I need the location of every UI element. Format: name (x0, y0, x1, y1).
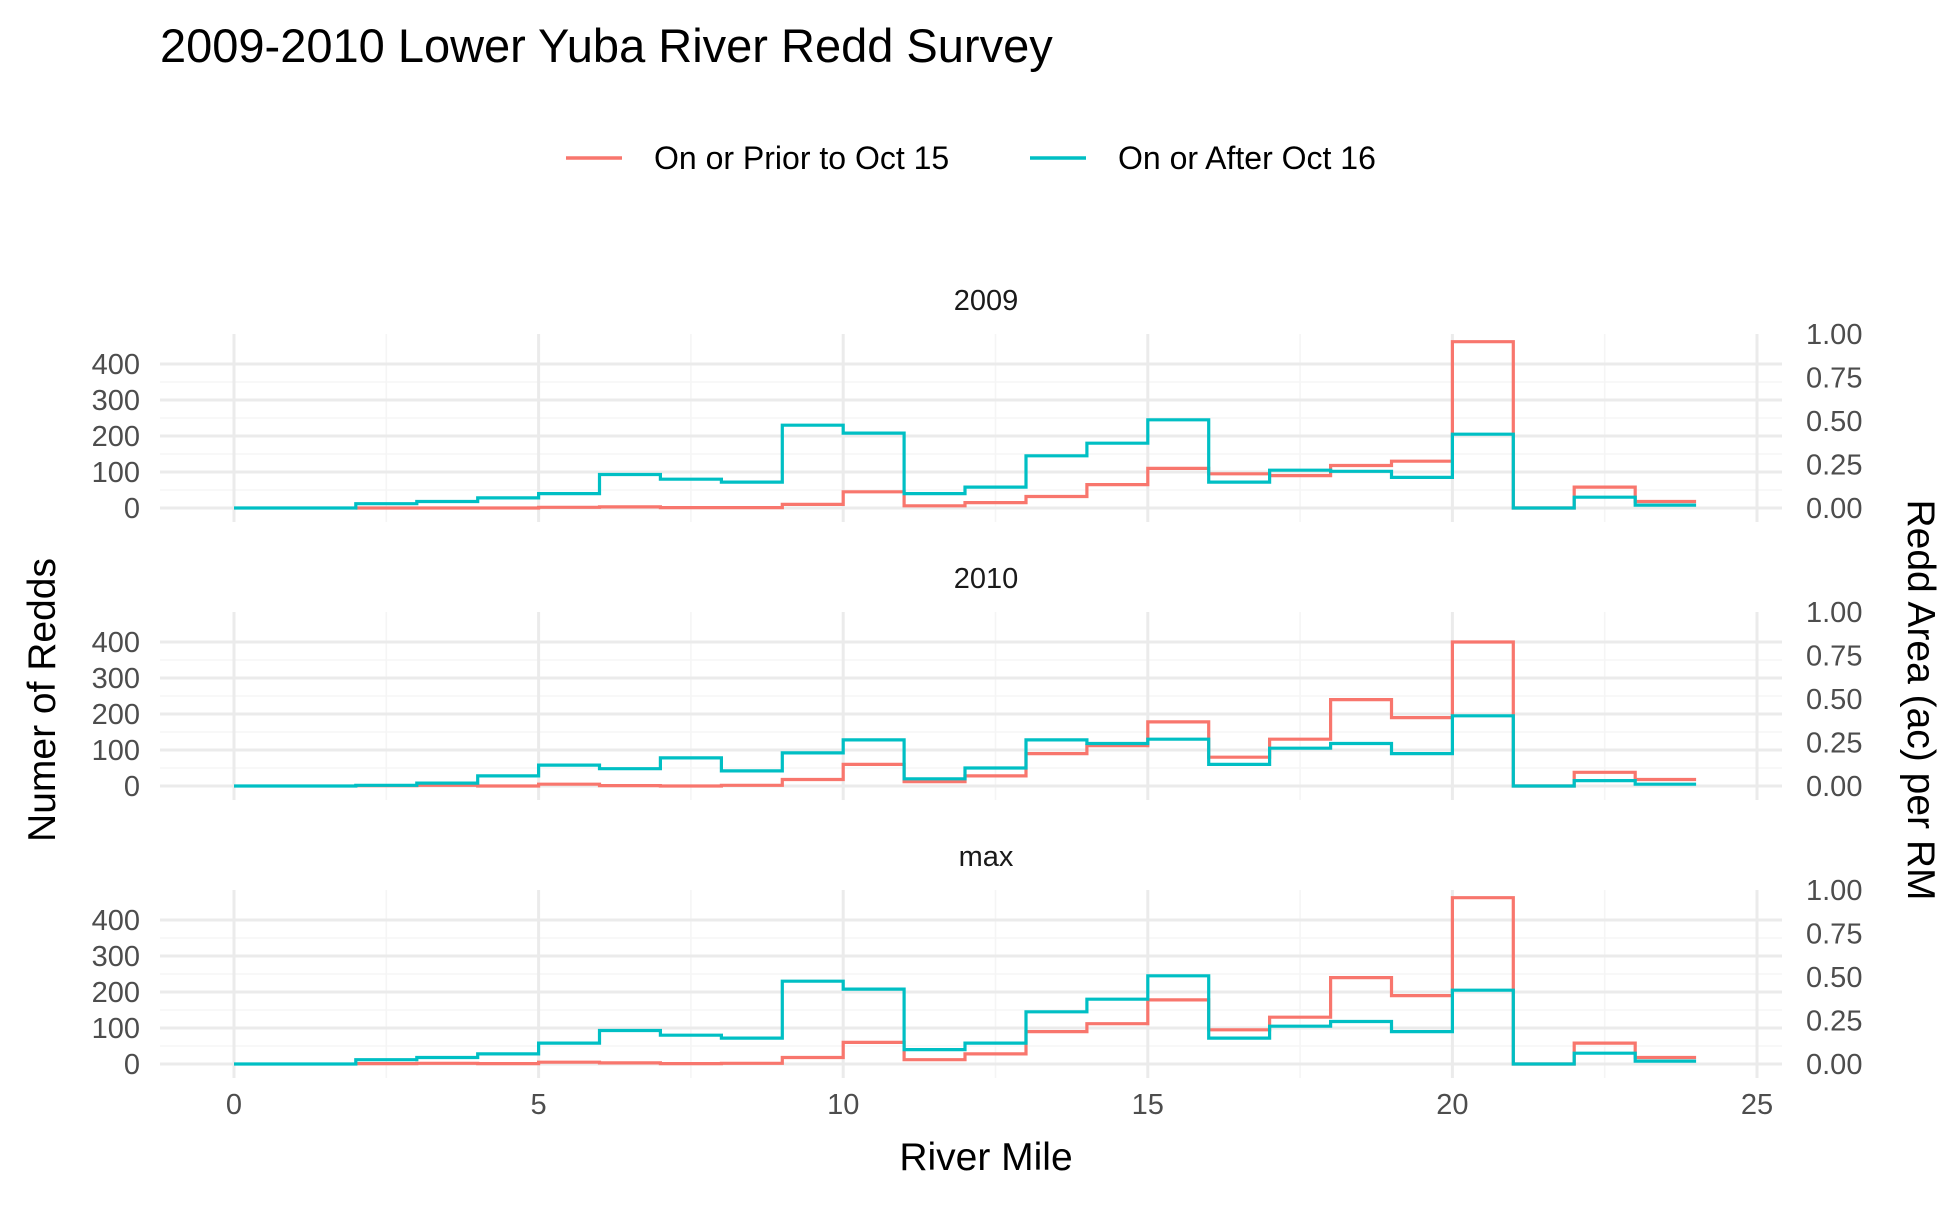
x-tick-label: 25 (1741, 1089, 1773, 1121)
y-tick-label: 100 (92, 457, 140, 489)
x-tick-label: 5 (531, 1089, 547, 1121)
y2-tick-label: 0.75 (1806, 363, 1862, 395)
y2-tick-label: 0.50 (1806, 684, 1862, 716)
x-tick-label: 10 (827, 1089, 859, 1121)
x-axis: 0 5 10 15 20 25 (226, 1089, 1773, 1121)
panels: 200901002003004000.000.250.500.751.00201… (92, 285, 1863, 1121)
y-tick-label: 200 (92, 977, 140, 1009)
y-tick-label: 300 (92, 663, 140, 695)
panel: 2010 0 100 200 300 400 0.00 0.25 0.50 0.75 1.00 (92, 563, 1863, 803)
y-tick-label: 100 (92, 1013, 140, 1045)
x-tick-label: 0 (226, 1089, 242, 1121)
x-axis-title: River Mile (899, 1136, 1072, 1179)
x-tick-label: 15 (1132, 1089, 1164, 1121)
y2-axis-title: Redd Area (ac) per RM (1899, 500, 1942, 901)
y2-tick-label: 0.00 (1806, 771, 1862, 803)
panel: 2009 0 100 200 300 400 0.00 0.25 0.50 0.75 1.00 (92, 285, 1863, 525)
y2-tick-label: 0.75 (1806, 641, 1862, 673)
y-tick-label: 400 (92, 905, 140, 937)
series-line (234, 714, 1697, 788)
legend: On or Prior to Oct 15 On or After Oct 16 (566, 140, 1376, 176)
y2-tick-label: 1.00 (1806, 597, 1862, 629)
x-tick-label: 20 (1436, 1089, 1468, 1121)
y2-tick-label: 0.25 (1806, 1006, 1862, 1038)
y-tick-label: 100 (92, 735, 140, 767)
series-line (234, 418, 1697, 510)
y2-tick-label: 0.00 (1806, 493, 1862, 525)
legend-item: On or After Oct 16 (1030, 140, 1376, 176)
panel-strip-label: 2009 (954, 285, 1019, 317)
series-line (234, 974, 1697, 1066)
y-tick-label: 0 (124, 771, 140, 803)
y-tick-label: 400 (92, 627, 140, 659)
panel: max 0 100 200 300 400 0.00 0.25 0.50 0.75 1.00 (92, 841, 1863, 1081)
y2-tick-label: 0.75 (1806, 919, 1862, 951)
y2-tick-label: 0.00 (1806, 1049, 1862, 1081)
series-line (355, 340, 1697, 510)
chart-title: 2009-2010 Lower Yuba River Redd Survey (160, 19, 1053, 72)
panel-strip-label: max (959, 841, 1014, 873)
y-tick-label: 400 (92, 349, 140, 381)
y2-tick-label: 0.50 (1806, 962, 1862, 994)
y-tick-label: 300 (92, 941, 140, 973)
y-tick-label: 300 (92, 385, 140, 417)
y-tick-label: 0 (124, 493, 140, 525)
y-axis-title: Numer of Redds (21, 558, 64, 842)
y2-tick-label: 1.00 (1806, 875, 1862, 907)
y-tick-label: 0 (124, 1049, 140, 1081)
y2-tick-label: 0.25 (1806, 728, 1862, 760)
y2-tick-label: 0.25 (1806, 450, 1862, 482)
y-tick-label: 200 (92, 421, 140, 453)
y-tick-label: 200 (92, 699, 140, 731)
y2-tick-label: 1.00 (1806, 319, 1862, 351)
y2-tick-label: 0.50 (1806, 406, 1862, 438)
legend-item: On or Prior to Oct 15 (566, 140, 949, 176)
legend-label: On or After Oct 16 (1118, 140, 1376, 176)
panel-strip-label: 2010 (954, 563, 1019, 595)
legend-label: On or Prior to Oct 15 (654, 140, 949, 176)
